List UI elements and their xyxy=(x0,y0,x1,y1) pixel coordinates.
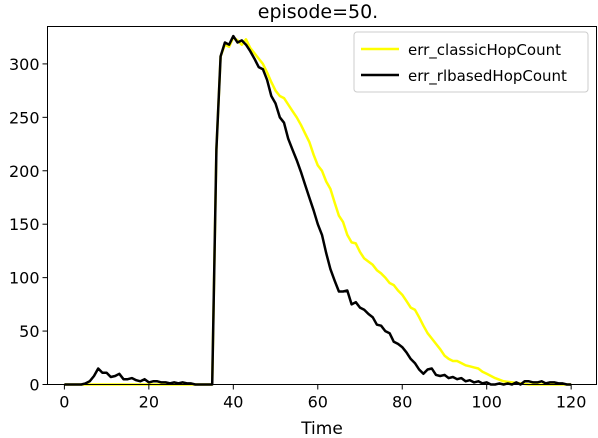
x-tick-label: 0 xyxy=(59,393,69,412)
plot-frame xyxy=(47,26,597,385)
x-axis-label: Time xyxy=(300,419,343,438)
x-tick-label: 80 xyxy=(392,393,412,412)
axes: 0 20 40 60 80 100 120 0 50 100 150 200 250 300 xyxy=(9,55,586,412)
x-tick-label: 120 xyxy=(556,393,587,412)
y-tick-label: 300 xyxy=(9,55,40,74)
y-tick-label: 250 xyxy=(9,108,40,127)
legend-box xyxy=(353,31,589,93)
legend-label-err-rlbasedhopcount: err_rlbasedHopCount xyxy=(408,67,567,86)
x-tick-label: 100 xyxy=(471,393,502,412)
legend: err_classicHopCount err_rlbasedHopCount xyxy=(353,31,589,93)
series-line-err-rlbasedhopcount xyxy=(64,34,572,386)
x-tick-label: 60 xyxy=(308,393,328,412)
y-tick-label: 0 xyxy=(29,376,39,395)
y-tick-label: 150 xyxy=(9,215,40,234)
y-tick-label: 100 xyxy=(9,269,40,288)
legend-label-err-classichopcount: err_classicHopCount xyxy=(408,41,561,60)
x-tick-label: 20 xyxy=(139,393,159,412)
y-tick-label: 200 xyxy=(9,162,40,181)
y-tick-label: 50 xyxy=(19,322,39,341)
x-tick-label: 40 xyxy=(223,393,243,412)
chart-title: episode=50. xyxy=(258,1,378,23)
